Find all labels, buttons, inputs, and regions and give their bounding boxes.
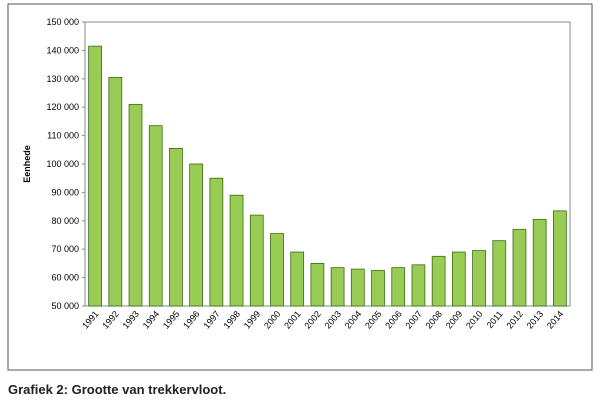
bar [431,255,446,307]
y-tick-label: 120 000 [46,102,79,112]
y-axis-label: Eenhede [22,145,32,183]
caption: Grafiek 2: Grootte van trekkervloot. [8,382,226,397]
x-tick-label: 1997 [201,309,222,331]
bar [451,251,466,307]
bar [492,240,507,307]
y-tick-label: 150 000 [46,17,79,27]
bar [553,210,567,307]
bar [88,45,102,307]
x-tick-label: 2002 [302,309,323,331]
x-tick-label: 2006 [383,309,404,331]
y-tick-label: 50 000 [51,301,79,311]
bar [391,267,406,307]
x-tick-label: 2007 [403,309,424,331]
bar [411,264,426,307]
x-tick-label: 1999 [242,309,263,331]
bar [350,268,365,307]
bar [108,76,123,307]
bar [270,233,284,307]
y-tick-label: 80 000 [51,216,79,226]
bar [472,250,486,307]
chart-frame [7,3,593,371]
x-tick-label: 2014 [545,309,566,331]
bar [189,163,204,307]
x-tick-label: 1993 [121,309,142,331]
y-tick-label: 100 000 [46,159,79,169]
x-tick-label: 2012 [504,309,525,331]
bar [128,103,143,307]
x-tick-label: 1992 [100,309,121,331]
x-tick-label: 2010 [464,309,485,331]
bar [371,270,385,307]
bar [310,262,325,307]
x-tick-label: 2001 [282,309,303,331]
bar [209,177,224,307]
x-tick-label: 1994 [141,309,162,331]
bar [512,228,527,307]
x-tick-label: 1995 [161,309,182,331]
y-tick-label: 90 000 [51,187,79,197]
bar [229,194,244,307]
x-tick-label: 2008 [424,309,445,331]
bar [532,218,547,307]
bar [148,125,163,307]
x-tick-label: 1991 [80,309,101,331]
x-tick-label: 2011 [485,309,505,330]
bar [249,214,264,307]
x-tick-label: 2004 [343,309,364,331]
x-tick-label: 2003 [323,309,344,331]
bar [330,267,345,307]
y-tick-label: 140 000 [46,45,79,55]
x-tick-label: 1998 [222,309,243,331]
bar [169,147,183,307]
x-tick-label: 1996 [181,309,202,331]
y-tick-label: 70 000 [51,244,79,254]
y-tick-label: 130 000 [46,74,79,84]
y-tick-label: 110 000 [47,131,79,141]
x-tick-label: 2013 [525,309,546,331]
bar [290,251,305,307]
x-tick-label: 2005 [363,309,384,331]
x-tick-label: 2009 [444,309,465,331]
y-tick-label: 60 000 [51,273,79,283]
x-tick-label: 2000 [262,309,283,331]
